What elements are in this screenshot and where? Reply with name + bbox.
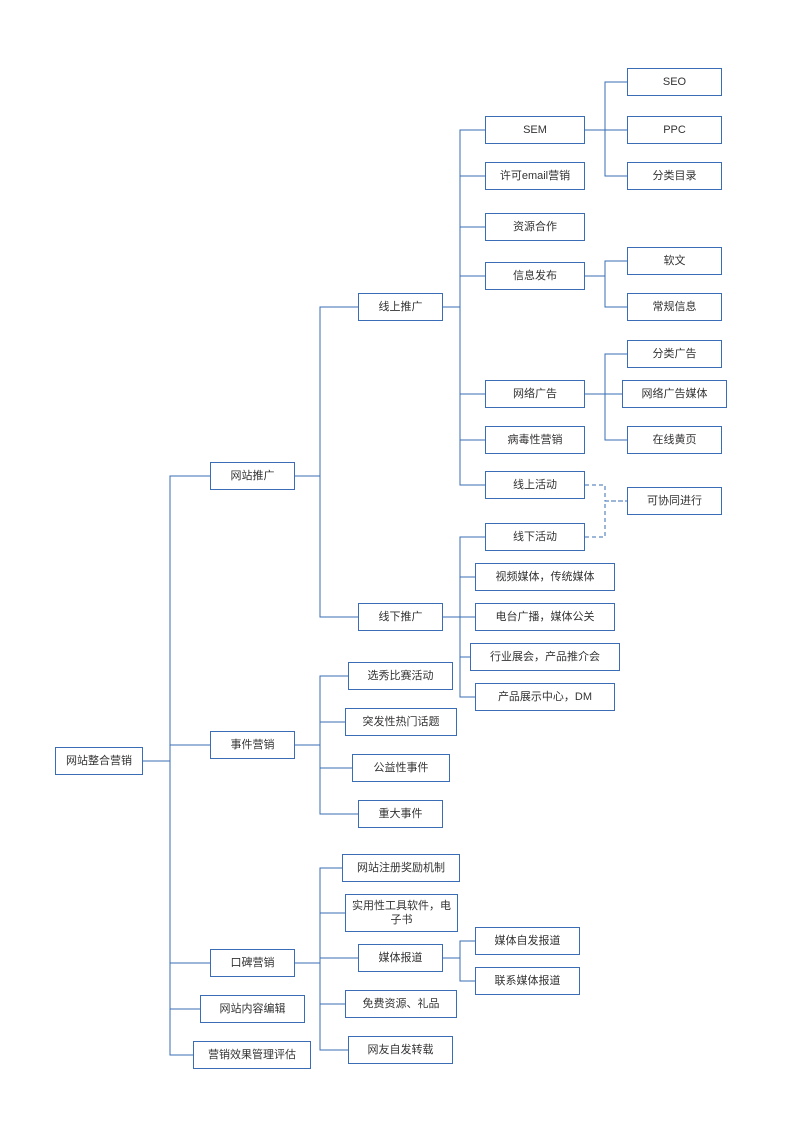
node-dm: 产品展示中心，DM — [475, 683, 615, 711]
node-video-media: 视频媒体，传统媒体 — [475, 563, 615, 591]
node-site-promo: 网站推广 — [210, 462, 295, 490]
node-class-ad: 分类广告 — [627, 340, 722, 368]
node-major-event: 重大事件 — [358, 800, 443, 828]
node-content-edit: 网站内容编辑 — [200, 995, 305, 1023]
node-ppc: PPC — [627, 116, 722, 144]
node-info-pub: 信息发布 — [485, 262, 585, 290]
node-effect-eval: 营销效果管理评估 — [193, 1041, 311, 1069]
node-radio: 电台广播，媒体公关 — [475, 603, 615, 631]
node-resource: 资源合作 — [485, 213, 585, 241]
node-reg-reward: 网站注册奖励机制 — [342, 854, 460, 882]
node-offline-act: 线下活动 — [485, 523, 585, 551]
node-root: 网站整合营销 — [55, 747, 143, 775]
node-sel-contest: 选秀比赛活动 — [348, 662, 453, 690]
node-email: 许可email营销 — [485, 162, 585, 190]
node-yellow: 在线黄页 — [627, 426, 722, 454]
node-event-mkt: 事件营销 — [210, 731, 295, 759]
node-catalog: 分类目录 — [627, 162, 722, 190]
node-online-act: 线上活动 — [485, 471, 585, 499]
node-media-report: 媒体报道 — [358, 944, 443, 972]
node-charity: 公益性事件 — [352, 754, 450, 782]
node-soft-article: 软文 — [627, 247, 722, 275]
node-tool-ebook: 实用性工具软件，电子书 — [345, 894, 458, 932]
node-media-contact: 联系媒体报道 — [475, 967, 580, 995]
node-expo: 行业展会，产品推介会 — [470, 643, 620, 671]
node-coop: 可协同进行 — [627, 487, 722, 515]
node-ad-media: 网络广告媒体 — [622, 380, 727, 408]
node-regular-info: 常规信息 — [627, 293, 722, 321]
node-sem: SEM — [485, 116, 585, 144]
node-media-self: 媒体自发报道 — [475, 927, 580, 955]
node-free-gift: 免费资源、礼品 — [345, 990, 457, 1018]
node-seo: SEO — [627, 68, 722, 96]
node-offline: 线下推广 — [358, 603, 443, 631]
node-user-repost: 网友自发转载 — [348, 1036, 453, 1064]
node-online: 线上推广 — [358, 293, 443, 321]
node-burst-topic: 突发性热门话题 — [345, 708, 457, 736]
node-viral: 病毒性营销 — [485, 426, 585, 454]
node-net-ad: 网络广告 — [485, 380, 585, 408]
node-koubei: 口碑营销 — [210, 949, 295, 977]
